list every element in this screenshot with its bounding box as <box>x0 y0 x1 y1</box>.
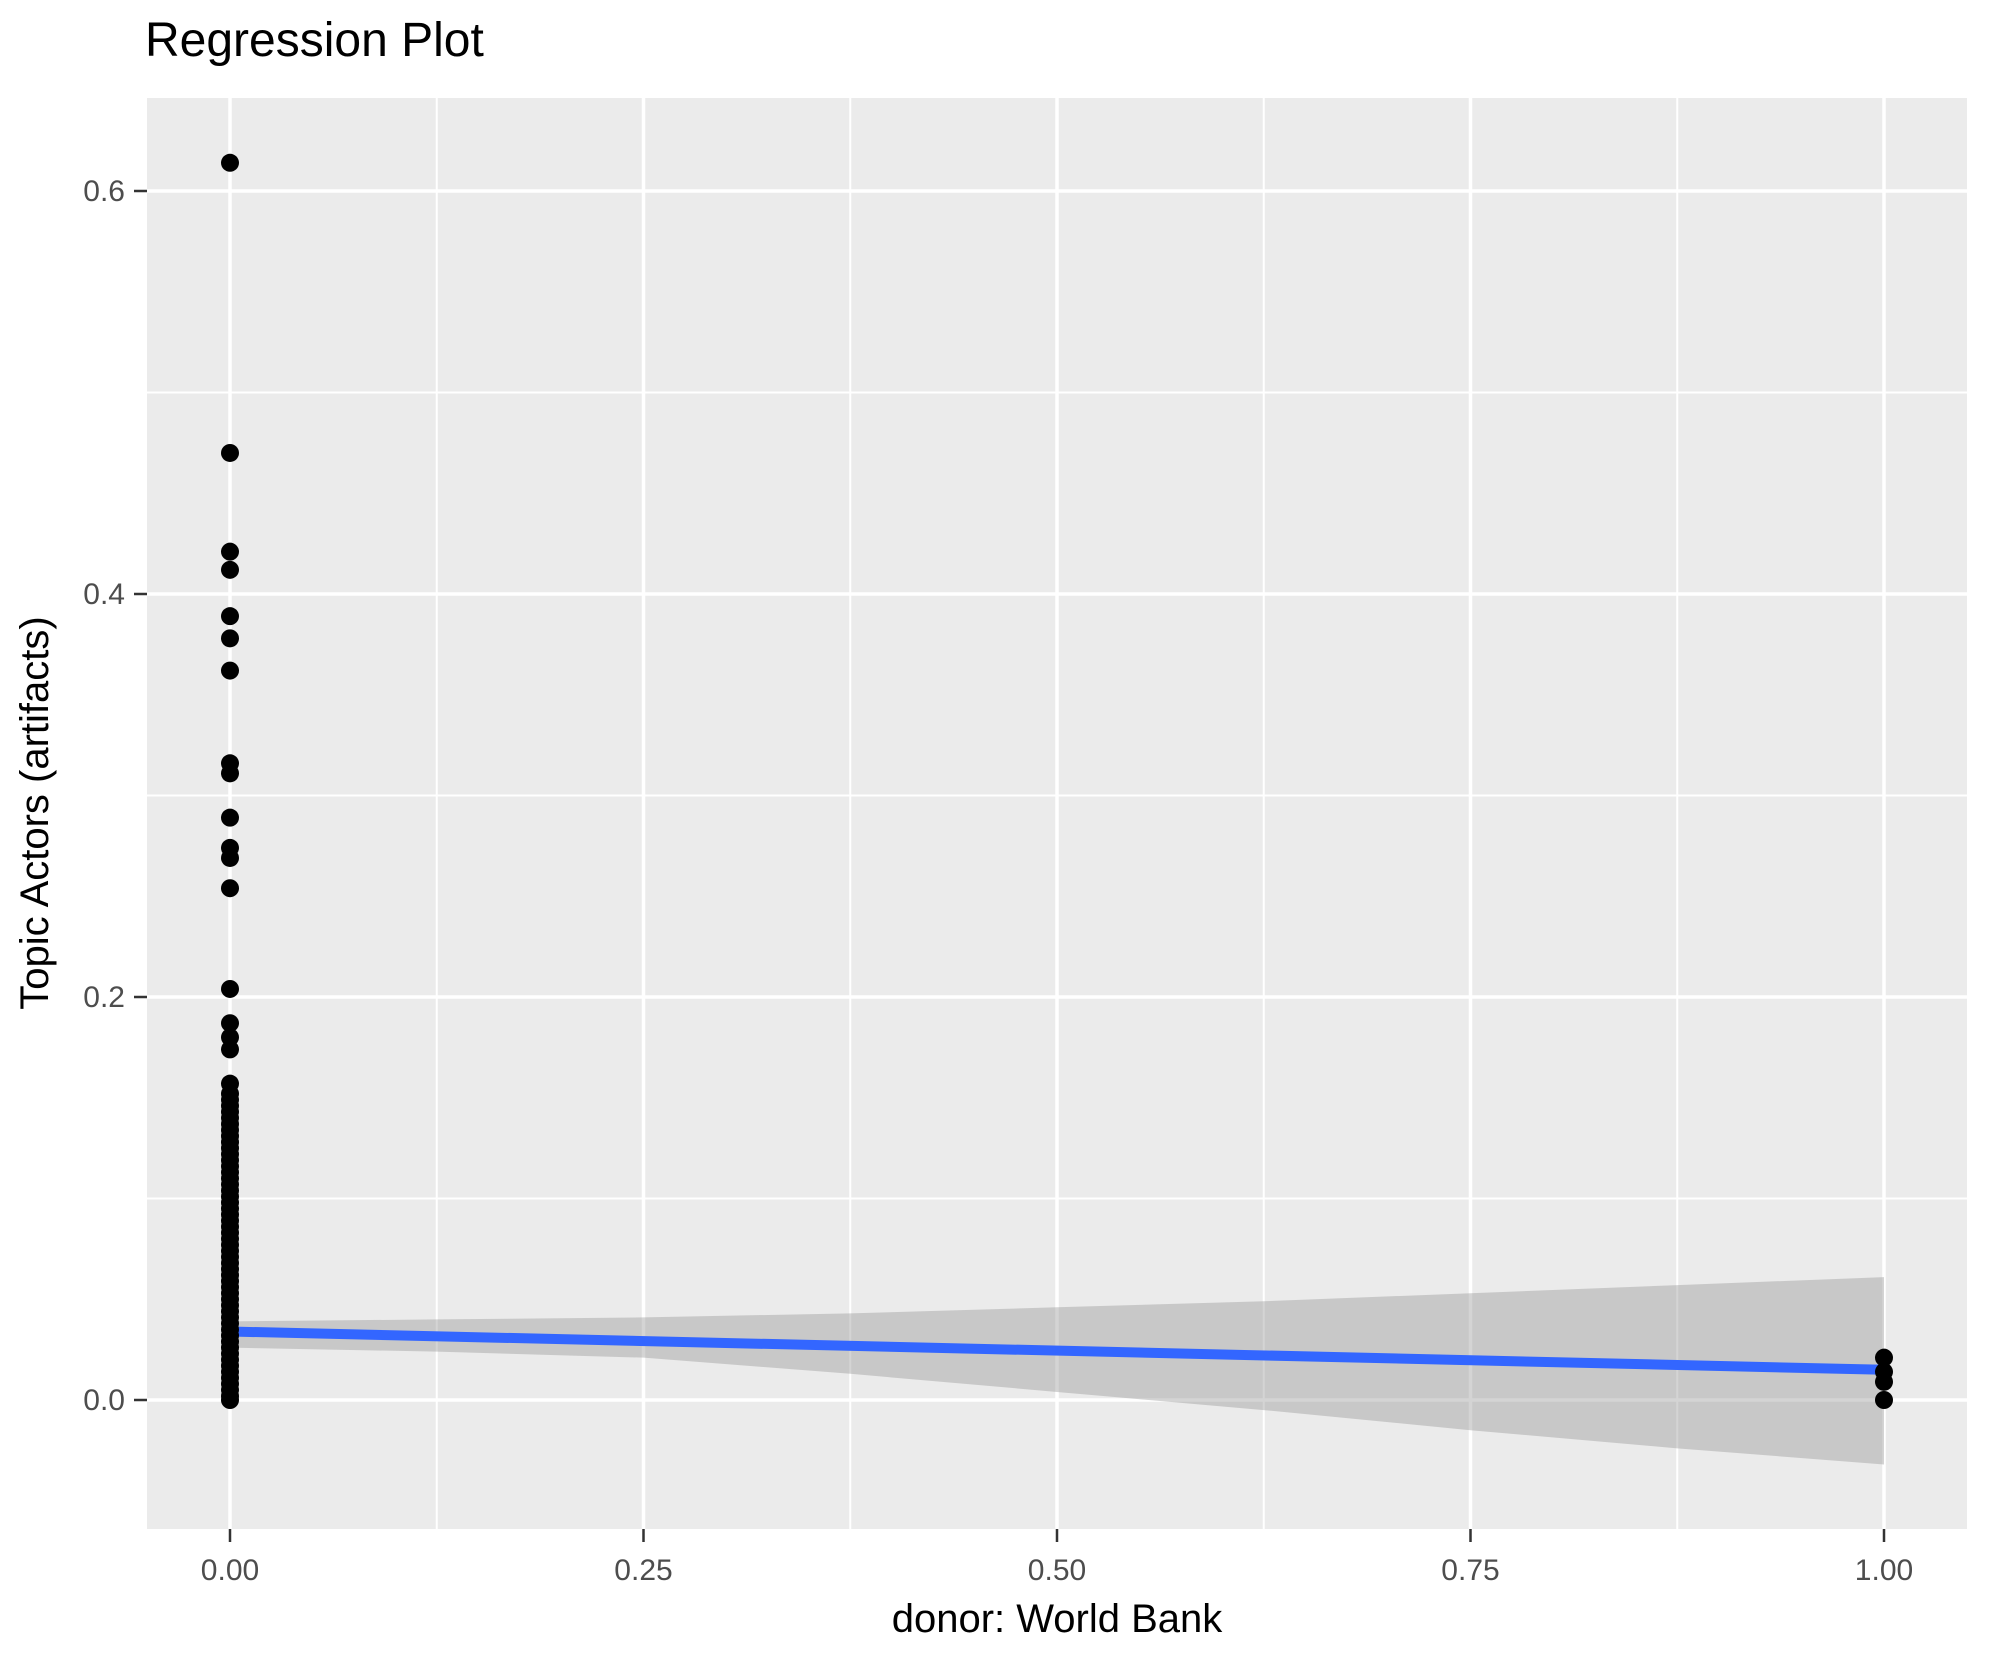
x-tick-label: 0.50 <box>1028 1554 1086 1587</box>
data-point <box>1875 1372 1893 1391</box>
data-point <box>221 443 239 462</box>
scatter-points-layer <box>221 153 1893 1409</box>
data-point <box>221 560 239 579</box>
y-axis-title: Topic Actors (artifacts) <box>13 616 57 1009</box>
y-tick-label: 0.2 <box>83 981 125 1014</box>
x-tick-label: 0.75 <box>1441 1554 1499 1587</box>
data-point <box>1875 1348 1893 1367</box>
confidence-band <box>230 1277 1884 1465</box>
data-point <box>221 879 239 898</box>
x-tick-label: 0.25 <box>614 1554 672 1587</box>
major-gridlines <box>147 98 1967 1529</box>
y-tick-label: 0.0 <box>83 1384 125 1417</box>
data-point <box>221 848 239 867</box>
data-point <box>221 764 239 783</box>
data-point <box>221 542 239 561</box>
x-tick-label: 1.00 <box>1855 1554 1913 1587</box>
x-axis-title: donor: World Bank <box>892 1597 1224 1641</box>
regression-line-layer <box>225 1326 1889 1375</box>
data-point <box>221 661 239 680</box>
x-tick-label: 0.00 <box>201 1554 259 1587</box>
regression-line <box>225 1326 1889 1375</box>
data-point <box>221 979 239 998</box>
data-point <box>221 808 239 827</box>
data-point <box>221 607 239 626</box>
data-point <box>1875 1391 1893 1409</box>
y-tick-label: 0.6 <box>83 175 125 208</box>
axis-tick-labels: 0.00 0.25 0.50 0.75 1.00 0.0 0.2 0.4 0.6 <box>83 175 1913 1587</box>
confidence-band-layer <box>230 1277 1884 1465</box>
plot-title: Regression Plot <box>145 14 484 67</box>
data-point <box>221 1040 239 1059</box>
data-point <box>221 1391 239 1409</box>
axis-tick-marks <box>134 189 1886 1542</box>
y-tick-label: 0.4 <box>83 578 125 611</box>
data-point <box>221 1014 239 1033</box>
data-point <box>221 153 239 172</box>
data-point <box>221 629 239 648</box>
